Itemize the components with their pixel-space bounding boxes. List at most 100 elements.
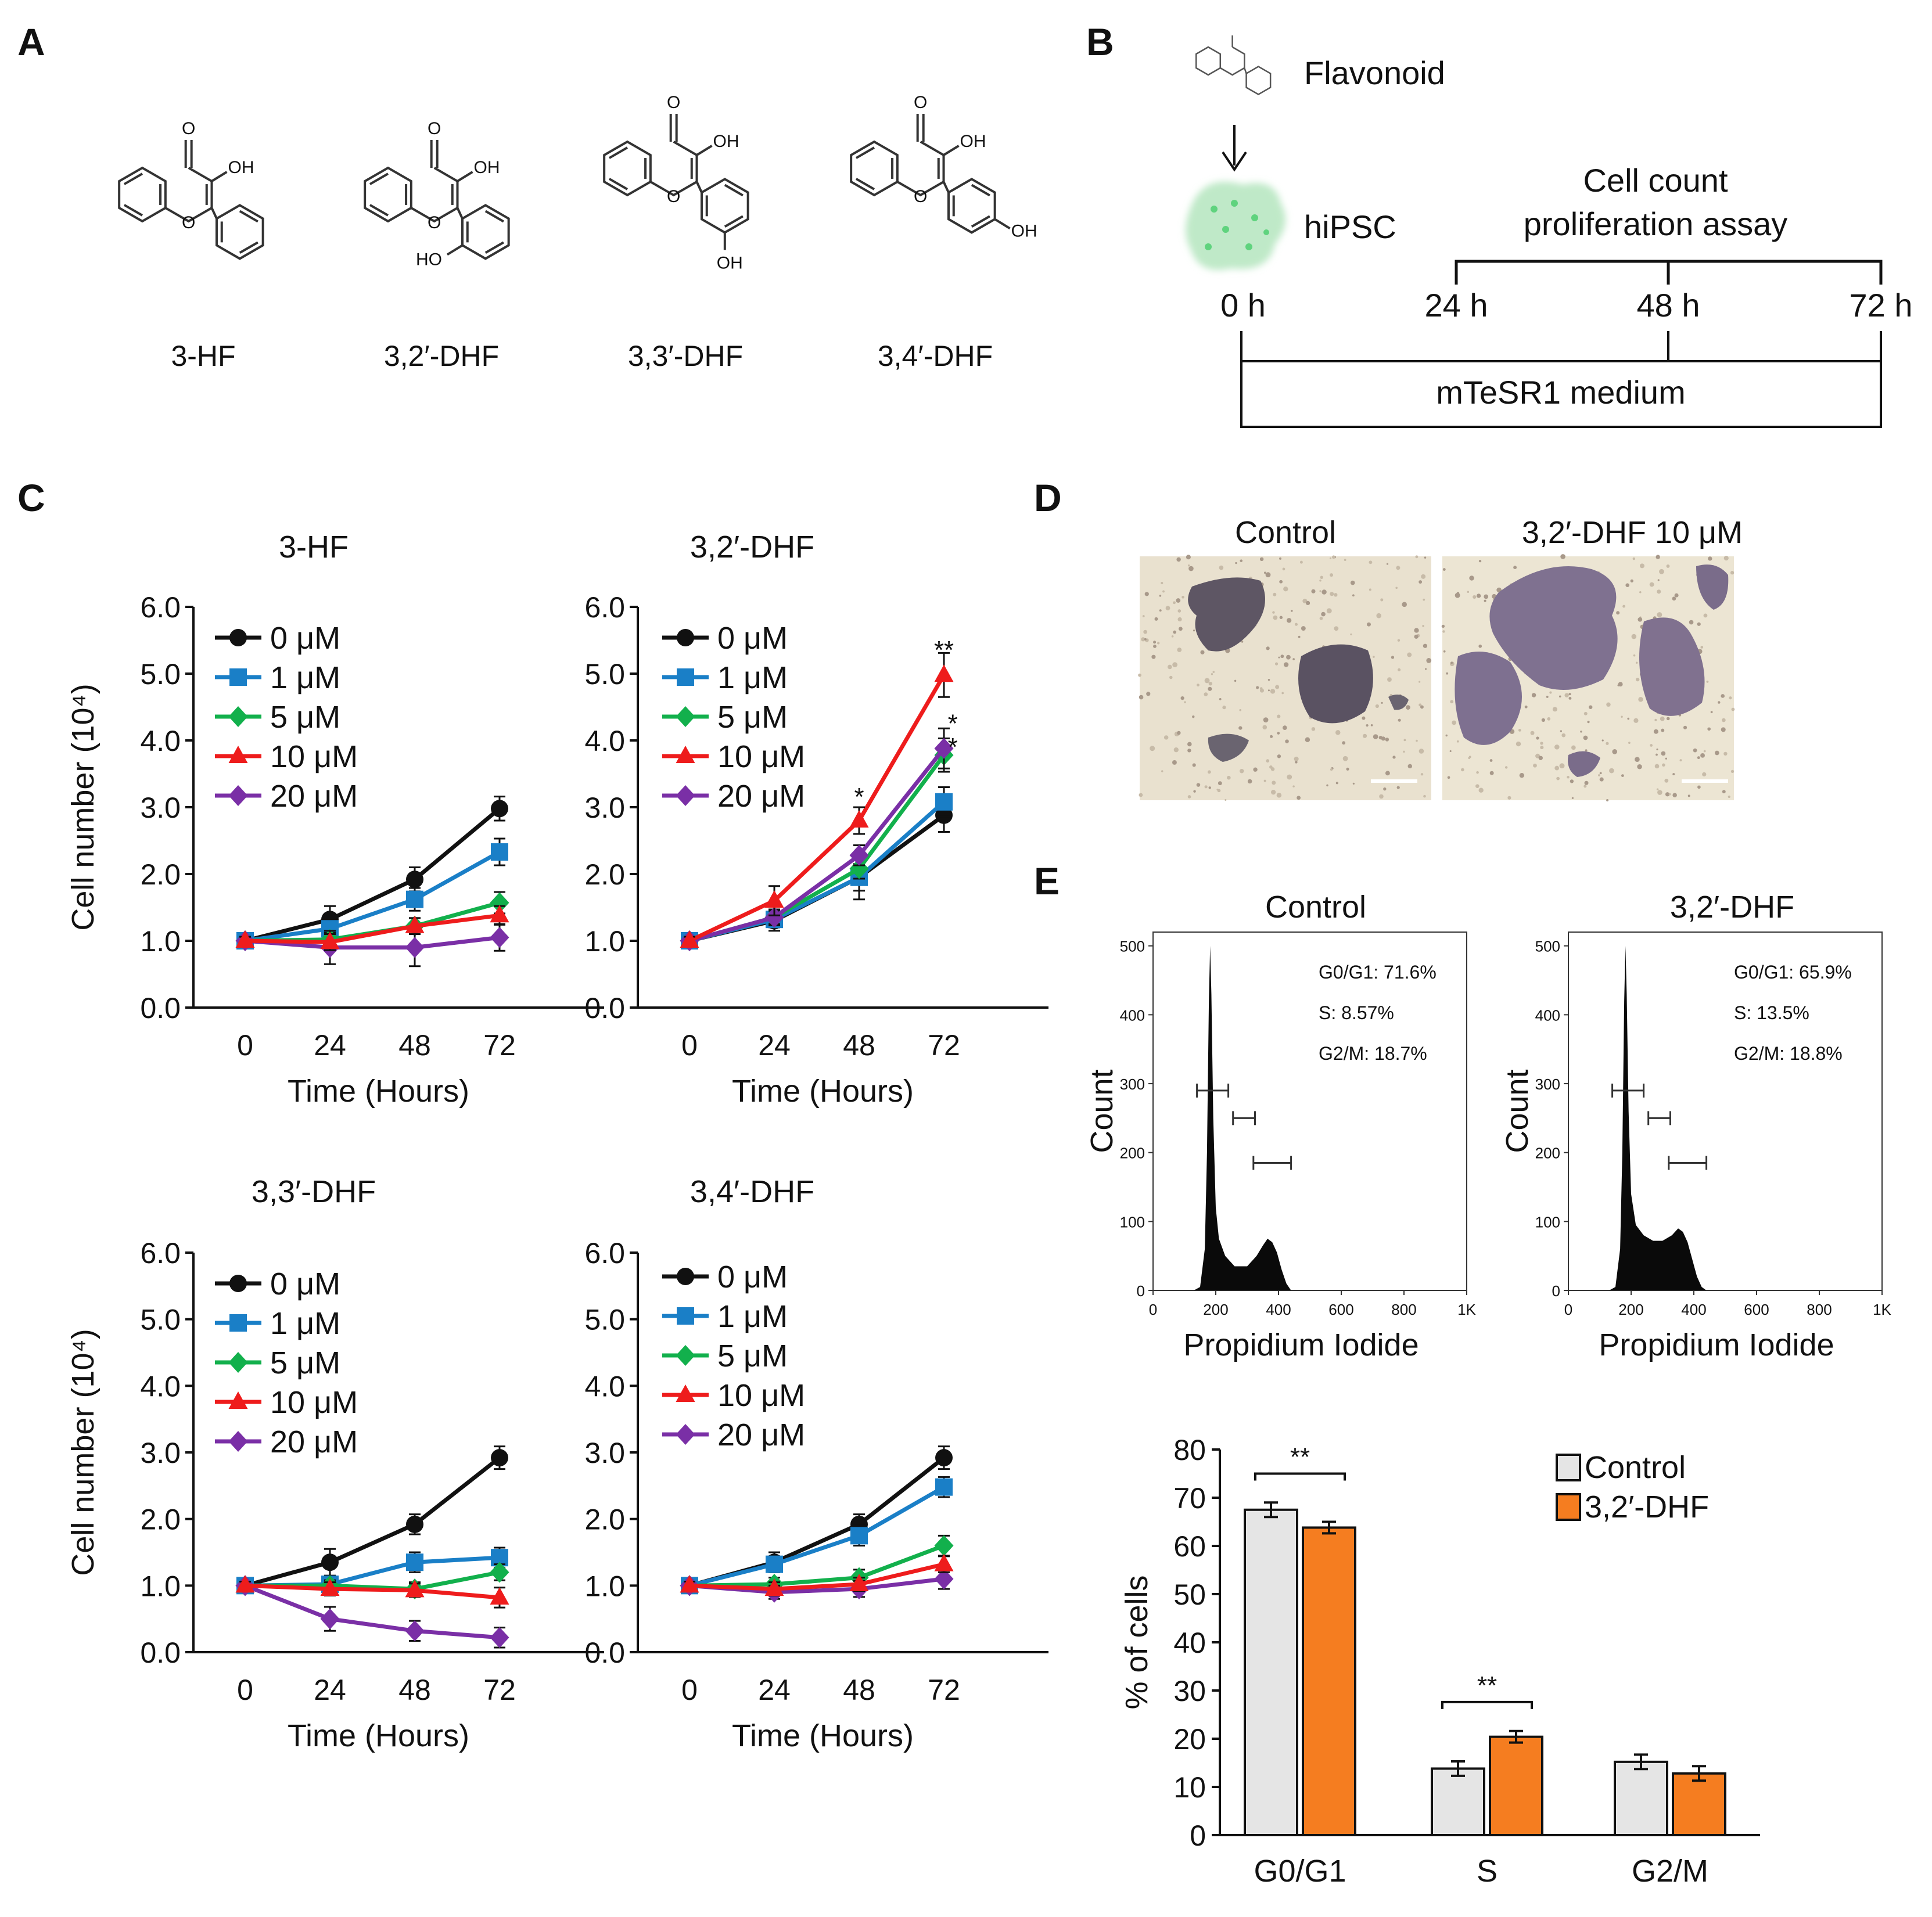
significance-marker: ** (1290, 1443, 1310, 1472)
background-speck (1235, 562, 1237, 564)
panel-label-b: B (1086, 20, 1114, 63)
hydroxyl-bond (457, 171, 473, 182)
background-speck (1176, 598, 1181, 603)
x-tick-label: 72 (483, 1674, 516, 1706)
background-speck (1370, 724, 1373, 726)
background-speck (1628, 742, 1631, 744)
background-speck (1398, 718, 1401, 722)
y-tick-label: 1.0 (584, 1570, 625, 1602)
background-speck (1443, 650, 1446, 653)
background-speck (1159, 609, 1162, 612)
background-speck (1342, 756, 1348, 761)
benzo-double-bond (608, 178, 628, 190)
x-tick-label: 200 (1618, 1301, 1643, 1318)
histogram-title: 3,2′-DHF (1670, 890, 1794, 925)
legend-label: 1 μM (717, 660, 788, 695)
background-speck (1168, 664, 1172, 670)
data-point-marker (766, 1555, 783, 1573)
background-speck (1238, 726, 1242, 730)
background-speck (1621, 774, 1624, 778)
background-speck (1599, 772, 1602, 775)
phenyl-link-bond (210, 207, 218, 220)
background-speck (1286, 618, 1292, 623)
time-0h: 0 h (1220, 287, 1266, 323)
background-speck (1208, 681, 1213, 686)
mini-link (1244, 67, 1247, 74)
background-speck (1177, 731, 1181, 735)
x-tick-label: 48 (843, 1029, 875, 1062)
background-speck (1731, 707, 1735, 711)
background-speck (1449, 750, 1452, 752)
pyranone-bonds (188, 167, 213, 208)
timeline-box (1240, 331, 1882, 428)
background-speck (1292, 785, 1295, 787)
series-line (688, 674, 946, 943)
background-speck (1606, 702, 1611, 707)
pyranone-bonds (164, 207, 213, 223)
y-tick-label: 4.0 (140, 1370, 181, 1402)
carbonyl-oxygen-label: O (182, 119, 195, 138)
background-speck (1659, 569, 1664, 574)
data-point-marker (491, 800, 508, 818)
background-speck (1297, 796, 1301, 800)
background-speck (1419, 703, 1422, 707)
y-tick-label: 30 (1173, 1675, 1206, 1707)
hydroxyl-bond (211, 171, 228, 182)
significance-marker: * (948, 733, 958, 761)
background-speck (1294, 756, 1299, 761)
time-48h: 48 h (1637, 287, 1700, 323)
y-tick-label: 3.0 (140, 792, 181, 824)
ring-oxygen-label: O (182, 213, 195, 232)
pyranone-bonds (673, 141, 698, 182)
background-speck (1139, 793, 1143, 797)
data-point-marker (406, 871, 423, 889)
background-speck (1277, 754, 1281, 758)
x-tick-label: 0 (1149, 1301, 1157, 1318)
background-speck (1442, 568, 1446, 571)
significance-marker: ** (934, 636, 954, 664)
background-speck (1239, 768, 1244, 774)
background-speck (1468, 757, 1471, 760)
background-speck (1689, 620, 1694, 625)
background-speck (1660, 716, 1665, 721)
background-speck (1639, 591, 1642, 594)
background-speck (1424, 556, 1427, 559)
background-speck (1635, 661, 1638, 664)
benzo-double-bond (123, 204, 143, 217)
assay-label-line2: proliferation assay (1524, 206, 1787, 242)
background-speck (1416, 739, 1418, 742)
phase-stat: G0/G1: 65.9% (1734, 962, 1852, 983)
background-speck (1530, 731, 1535, 735)
pyranone-bonds (433, 167, 459, 208)
background-speck (1247, 779, 1252, 784)
background-speck (1187, 795, 1191, 799)
background-speck (1157, 642, 1160, 645)
background-speck (1264, 571, 1266, 574)
background-speck (1362, 716, 1366, 720)
background-speck (1186, 555, 1191, 560)
carbonyl-oxygen-label: O (428, 119, 441, 138)
hydroxyl-bond (943, 145, 960, 156)
background-speck (1178, 627, 1183, 631)
background-speck (1633, 718, 1639, 723)
x-axis-label: Time (Hours) (288, 1718, 469, 1753)
background-speck (1612, 749, 1618, 754)
y-tick-label: 200 (1120, 1145, 1145, 1162)
background-speck (1423, 598, 1425, 601)
background-speck (1234, 679, 1237, 682)
benzo-double-bond (855, 146, 875, 159)
background-speck (1649, 582, 1654, 587)
y-tick-label: 6.0 (584, 1237, 625, 1269)
background-speck (1193, 790, 1196, 793)
background-speck (1177, 609, 1182, 613)
background-speck (1305, 600, 1310, 606)
background-speck (1218, 781, 1222, 786)
phenyl-ring (700, 178, 749, 234)
background-speck (1657, 612, 1662, 618)
bar-chart: 0 10 20 30 40 50 60 70 80 % of cells G0/G1 S G2/M ** *… (1119, 1434, 1760, 1889)
background-speck (1587, 721, 1590, 724)
y-tick-label: 80 (1173, 1434, 1206, 1466)
series-line (245, 1456, 501, 1588)
background-speck (1200, 650, 1205, 654)
x-tick-label: 24 (314, 1029, 346, 1062)
